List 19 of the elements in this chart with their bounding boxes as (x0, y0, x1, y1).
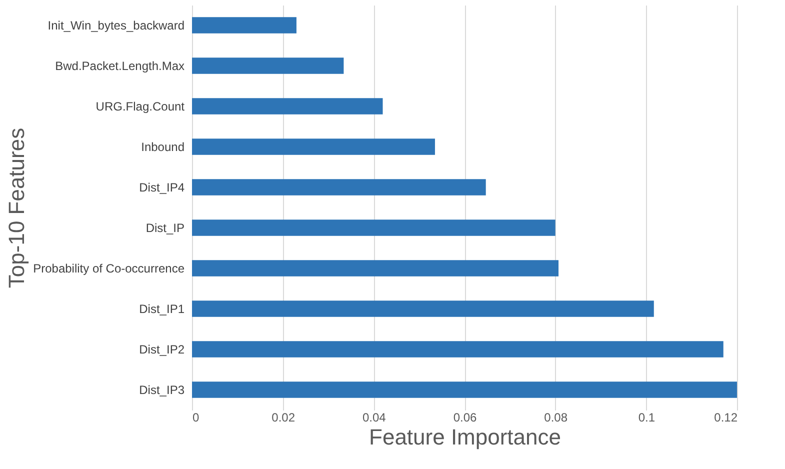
y-tick-label: Dist_IP4 (139, 180, 185, 194)
x-tick-label: 0.02 (272, 410, 296, 424)
x-tick-label: 0.08 (544, 410, 568, 424)
y-tick-label: Bwd.Packet.Length.Max (55, 58, 184, 73)
x-tick-label: 0.04 (362, 410, 386, 424)
y-tick-label: URG.Flag.Count (96, 99, 186, 114)
x-tick-label: 0.06 (453, 410, 477, 424)
x-tick-label: 0.1 (638, 410, 656, 424)
y-tick-label: Inbound (141, 140, 184, 154)
x-tick-label: 0.12 (714, 410, 738, 424)
y-tick-label: Dist_IP1 (139, 302, 185, 316)
x-tick-label: 0 (192, 410, 200, 424)
y-axis-title: Top-10 Features (4, 128, 30, 288)
y-tick-label: Probability of Co-occurrence (33, 261, 185, 276)
y-tick-label: Dist_IP3 (139, 382, 185, 397)
x-axis-title: Feature Importance (369, 424, 561, 450)
y-tick-label: Dist_IP2 (139, 342, 185, 356)
y-tick-label: Dist_IP (146, 220, 184, 235)
y-tick-label: Init_Win_bytes_backward (48, 18, 184, 32)
